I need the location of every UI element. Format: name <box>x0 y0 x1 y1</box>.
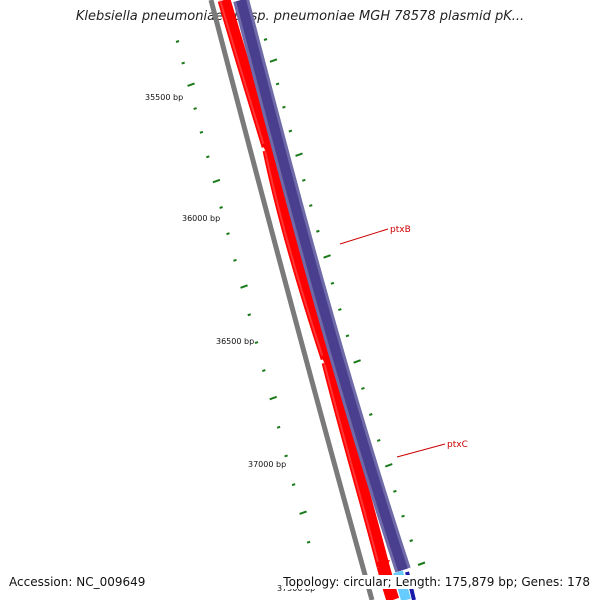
tick-mark <box>299 510 307 515</box>
outer-track[interactable] <box>233 0 416 600</box>
tick-mark <box>269 58 278 63</box>
tick-mark <box>284 454 288 458</box>
bp-label-35500: 35500 bp <box>145 93 183 102</box>
gene-label-ptxB[interactable]: ptxB <box>390 225 411 235</box>
tick-mark <box>368 413 373 416</box>
tick-mark <box>199 130 204 134</box>
bp-label-36500: 36500 bp <box>216 337 254 346</box>
tick-mark <box>269 395 278 401</box>
tick-mark <box>181 61 185 65</box>
tick-mark <box>212 178 221 184</box>
tick-mark <box>306 540 311 544</box>
tick-mark <box>361 386 365 390</box>
bp-ticks <box>175 38 426 566</box>
gene-labels[interactable]: ptxB ptxC <box>339 225 468 458</box>
map-title: Klebsiella pneumoniae subsp. pneumoniae … <box>75 9 525 24</box>
ptxB-leader <box>339 228 389 245</box>
tick-mark <box>409 539 414 543</box>
tick-mark <box>288 129 293 133</box>
tick-mark <box>226 232 230 236</box>
cds-arrow-2 <box>262 148 334 361</box>
tick-mark <box>301 178 306 182</box>
bp-label-36000: 36000 bp <box>182 214 220 223</box>
tick-mark <box>376 438 381 442</box>
tick-mark <box>323 254 331 259</box>
tick-mark <box>384 463 393 468</box>
tick-mark <box>240 284 248 289</box>
tick-mark <box>393 489 397 493</box>
cds-track[interactable] <box>217 0 400 600</box>
tick-mark <box>345 334 350 338</box>
gene-label-ptxC[interactable]: ptxC <box>447 440 468 450</box>
tick-mark <box>401 514 405 518</box>
accession-text: Accession: NC_009649 <box>9 575 146 589</box>
tick-mark <box>295 152 303 157</box>
tick-mark <box>330 281 335 285</box>
bp-label-37000: 37000 bp <box>248 460 286 469</box>
tick-mark <box>233 258 237 262</box>
tick-mark <box>247 313 252 317</box>
backbone-track <box>208 0 375 600</box>
tick-mark <box>338 308 342 311</box>
tick-mark <box>316 229 320 233</box>
tick-mark <box>261 369 266 373</box>
cds-arrow-3 <box>321 360 390 568</box>
tick-mark <box>282 105 286 109</box>
tick-mark <box>353 359 361 364</box>
tick-mark <box>308 204 313 208</box>
tick-mark <box>219 206 223 209</box>
tick-mark <box>187 82 195 87</box>
tick-mark <box>206 155 210 159</box>
tick-mark <box>275 82 280 86</box>
tick-mark <box>417 561 426 566</box>
tick-mark <box>291 483 296 487</box>
tick-mark <box>193 107 197 110</box>
tick-mark <box>276 425 281 429</box>
tick-mark <box>254 341 259 344</box>
ptxC-leader <box>396 443 446 458</box>
map-summary: Topology: circular; Length: 175,879 bp; … <box>283 575 590 589</box>
tick-mark <box>175 40 180 43</box>
cds-arrow-1 <box>217 0 275 148</box>
tick-mark <box>263 38 268 41</box>
